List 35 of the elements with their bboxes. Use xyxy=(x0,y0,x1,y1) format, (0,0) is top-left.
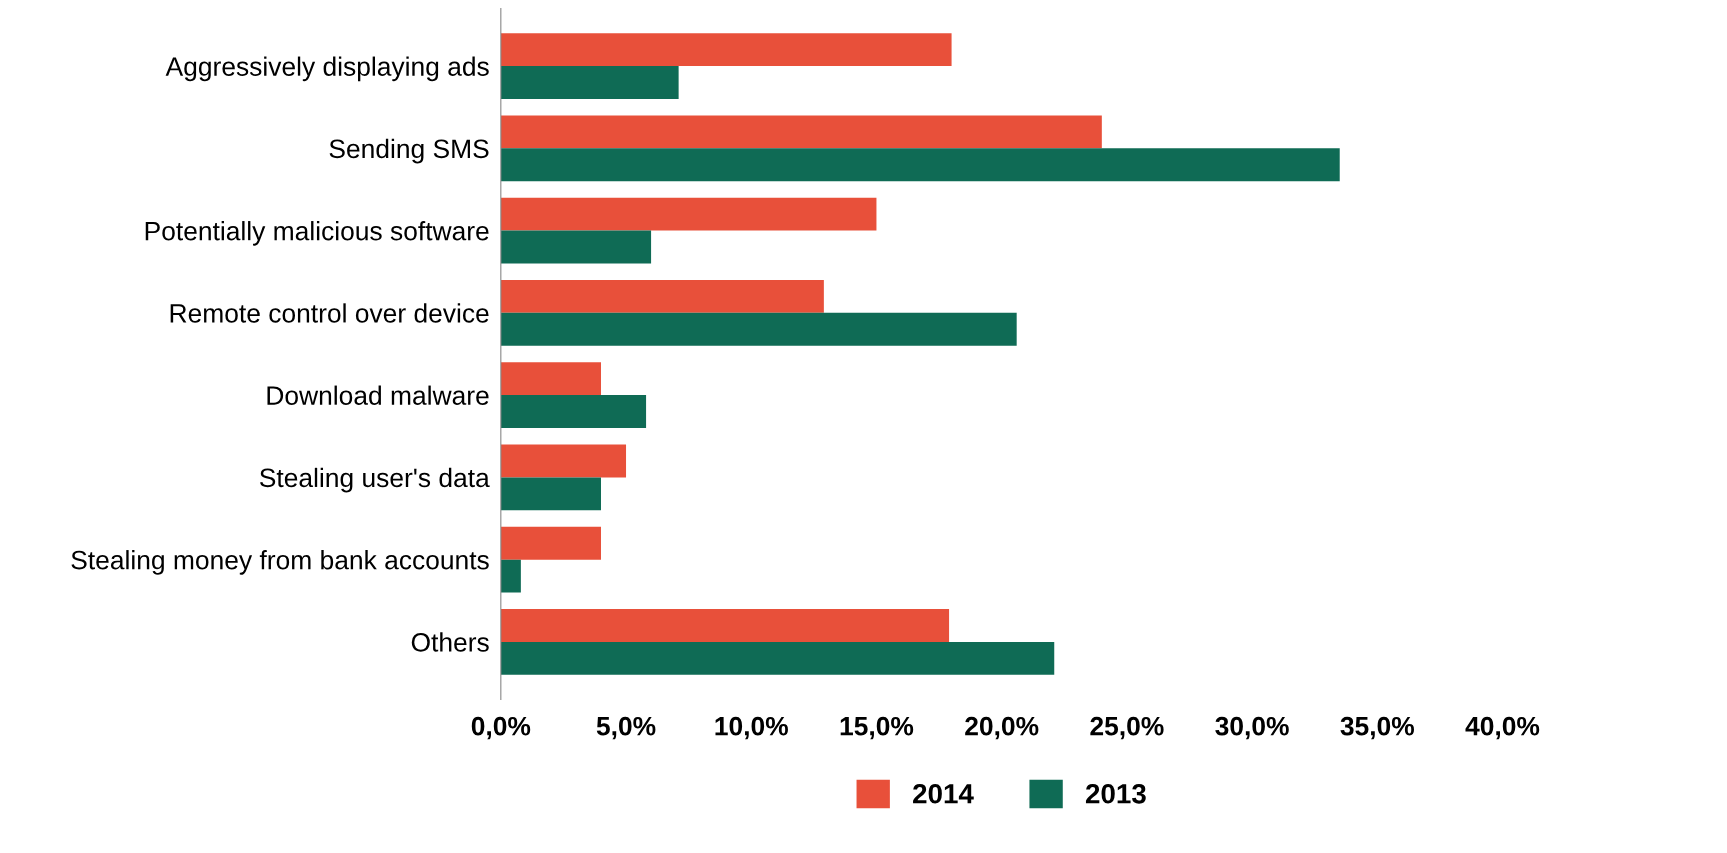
y-tick-label: Others xyxy=(411,632,489,652)
x-tick-label: 10,0% xyxy=(715,716,788,740)
x-tick-label: 25,0% xyxy=(1090,716,1164,740)
bar xyxy=(500,312,1017,346)
y-tick-label: Stealing money from bank accounts xyxy=(71,550,489,575)
x-tick-label: 5,0% xyxy=(596,716,656,740)
x-tick-label: 0,0% xyxy=(471,716,531,740)
y-tick-label: Potentially malicious software xyxy=(145,221,489,246)
x-tick-label: 15,0% xyxy=(840,716,914,740)
y-tick-label: Stealing user's data xyxy=(259,467,490,493)
bar xyxy=(500,444,627,478)
x-tick-label: 35,0% xyxy=(1340,716,1414,740)
bar xyxy=(500,148,1340,182)
bar xyxy=(500,641,1055,675)
y-tick-label: Aggressively displaying ads xyxy=(165,56,489,82)
bar xyxy=(500,197,877,231)
x-tick-label: 20,0% xyxy=(965,716,1039,740)
y-tick-label: Sending SMS xyxy=(329,138,489,164)
bar xyxy=(500,395,647,429)
legend-label: 2014 xyxy=(913,783,974,804)
x-tick-label: 30,0% xyxy=(1215,716,1289,740)
bar xyxy=(500,526,601,560)
legend-label: 2013 xyxy=(1085,783,1146,804)
bar xyxy=(500,230,652,264)
y-tick-label: Remote control over device xyxy=(170,303,489,323)
bar xyxy=(500,115,1102,149)
bar xyxy=(500,66,679,100)
bar xyxy=(500,608,950,642)
bar xyxy=(500,559,521,593)
y-tick-label: Download malware xyxy=(267,385,489,405)
bar xyxy=(500,279,824,313)
x-tick-label: 40,0% xyxy=(1465,716,1540,740)
bar xyxy=(500,33,952,67)
bar xyxy=(500,362,601,396)
bar xyxy=(500,477,601,511)
